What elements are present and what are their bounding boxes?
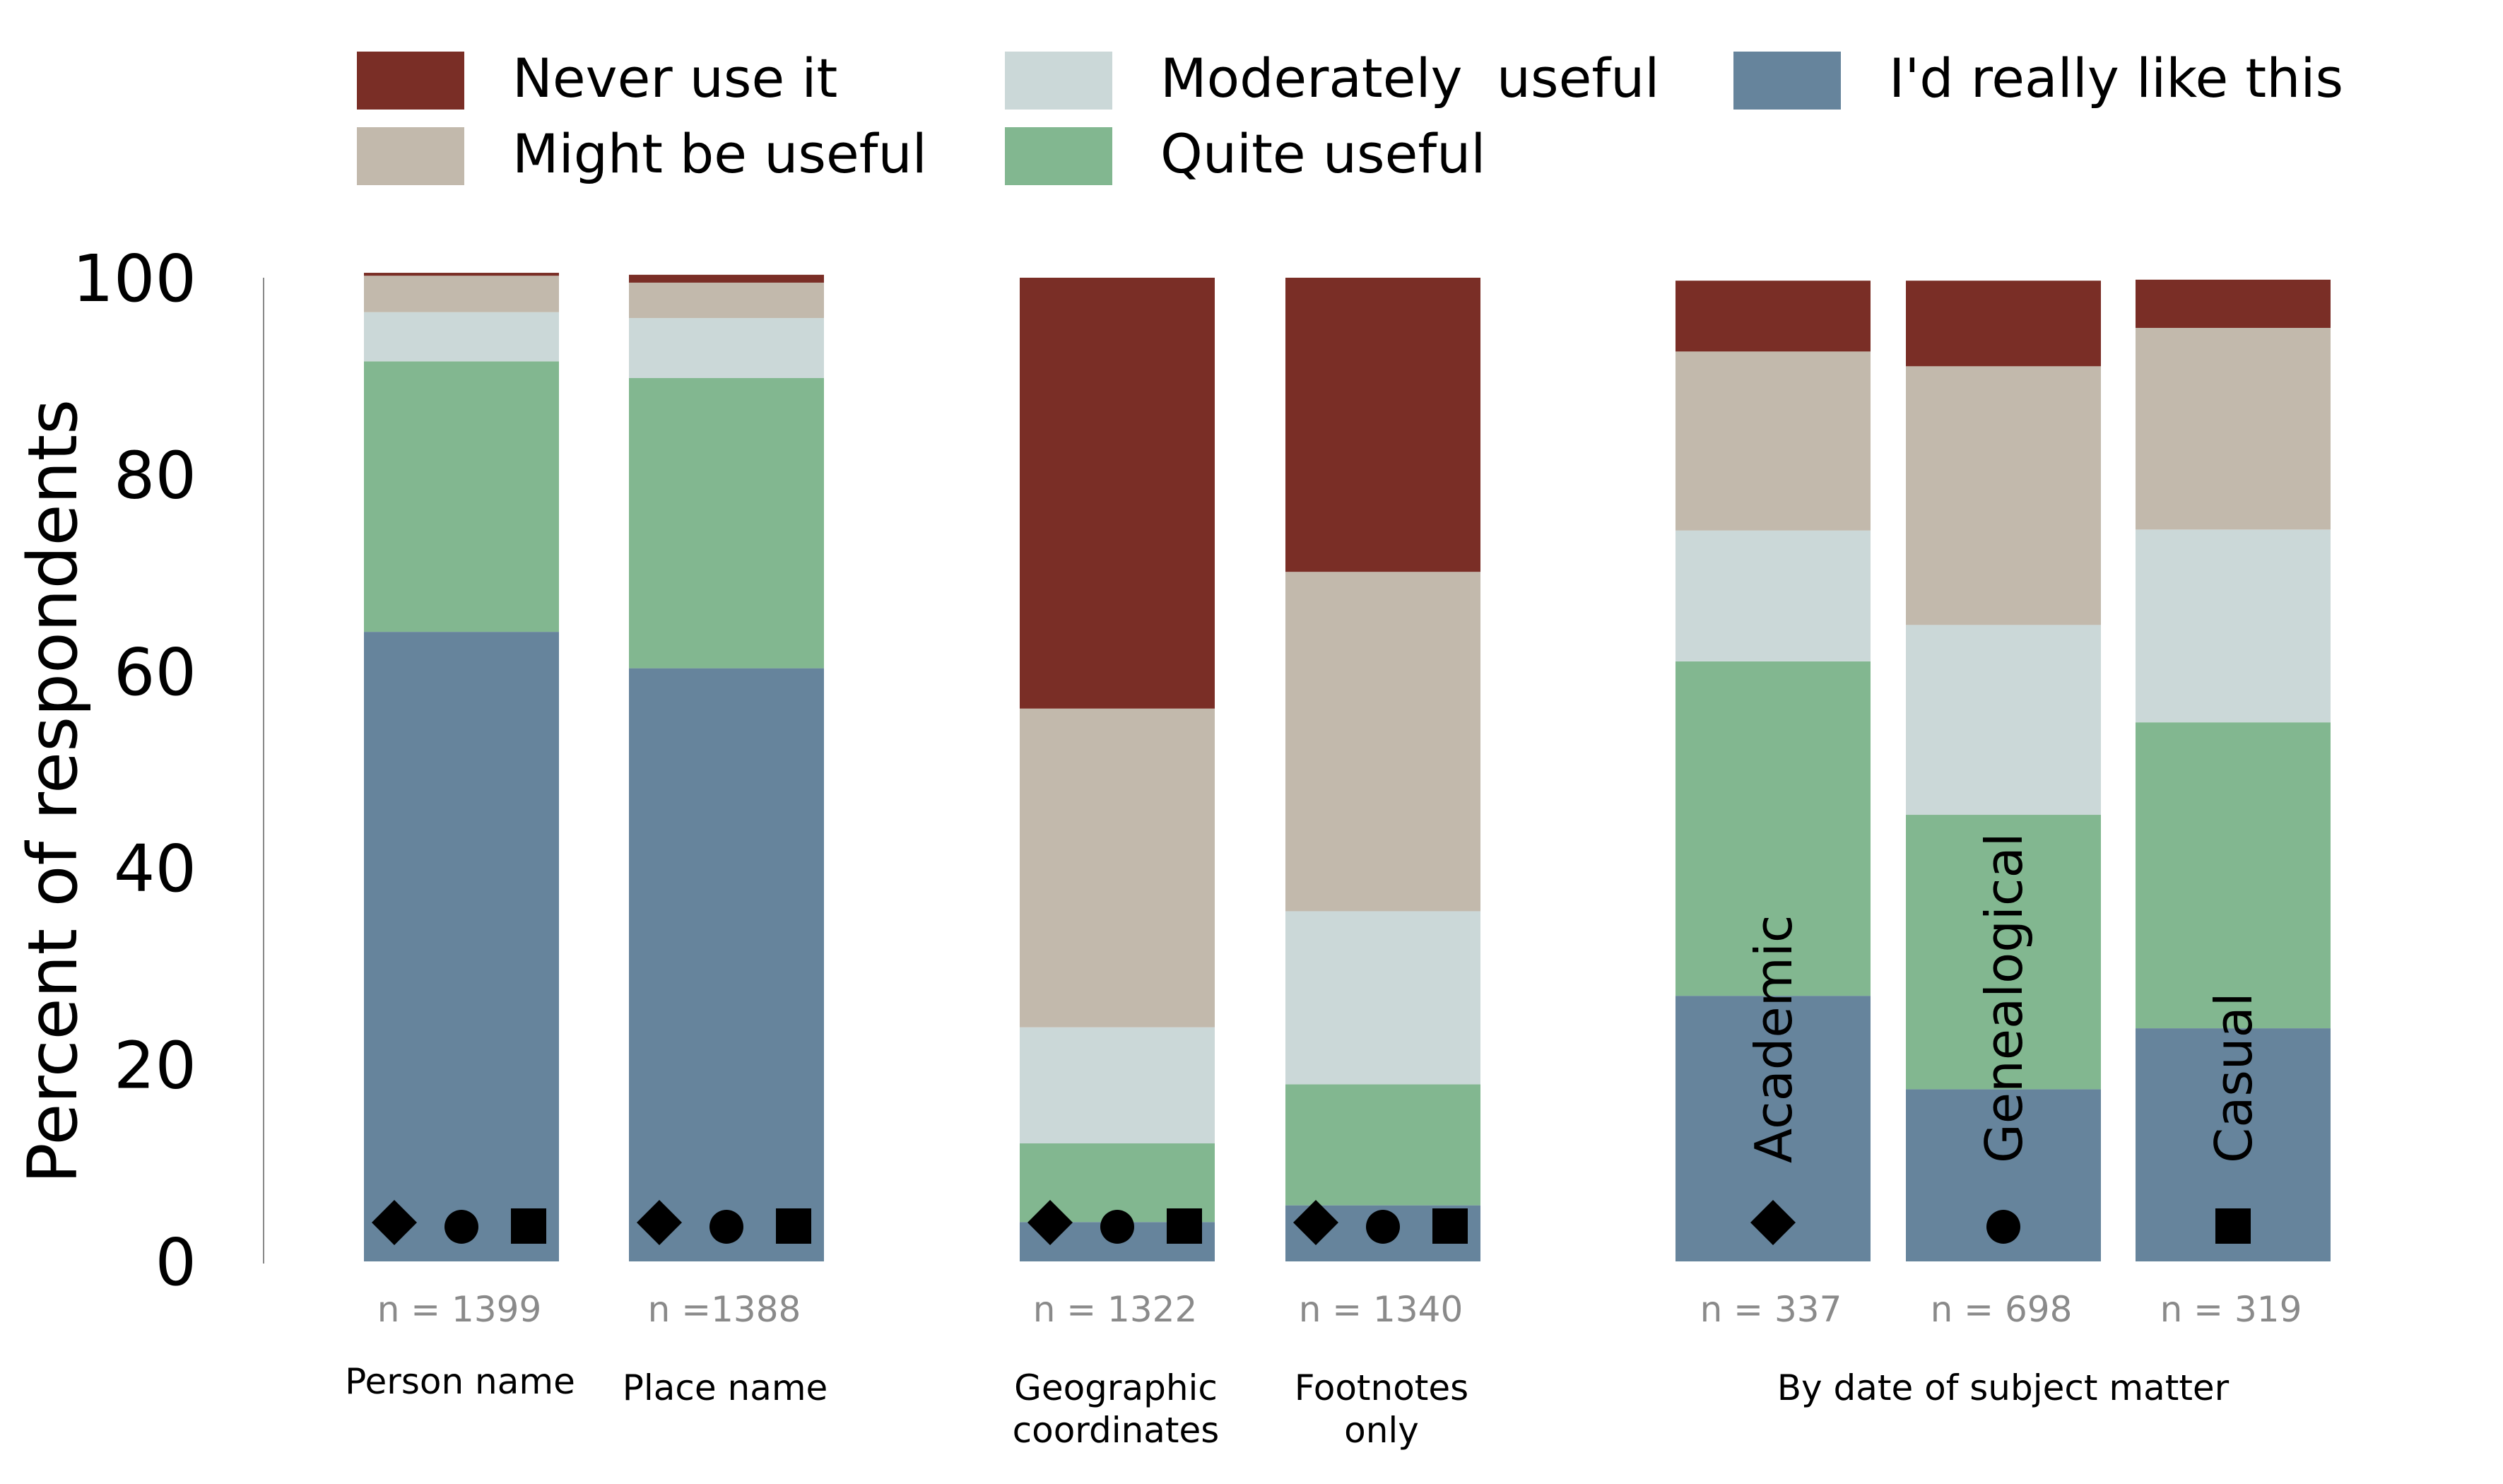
n-label: n = 1399 bbox=[377, 1289, 542, 1330]
square-marker bbox=[2215, 1208, 2251, 1244]
legend-label-quite-useful: Quite useful bbox=[1160, 122, 1485, 185]
bars: Academic Genealogical Casual bbox=[364, 273, 2331, 1261]
legend: Never use it Moderately useful I'd really … bbox=[357, 47, 2343, 185]
bar-segment-never-use bbox=[1906, 281, 2101, 367]
n-label: n = 1322 bbox=[1033, 1289, 1198, 1330]
y-tick-label: 20 bbox=[114, 1028, 196, 1104]
bar-segment-never-use bbox=[2136, 279, 2331, 328]
x-labels: n = 1399 Person name n =1388 Place name n = … bbox=[345, 1289, 2302, 1451]
bar-segment-moderately-useful bbox=[1675, 530, 1871, 661]
bar-segment-might-be-useful bbox=[1020, 708, 1215, 1027]
circle-marker bbox=[1366, 1210, 1400, 1244]
legend-label-really-like: I'd really like this bbox=[1889, 47, 2343, 110]
n-label: n = 337 bbox=[1700, 1289, 1842, 1330]
y-tick-label: 40 bbox=[114, 831, 196, 907]
bar-segment-never-use bbox=[1675, 281, 1871, 352]
bar-segment-might-be-useful bbox=[629, 282, 824, 319]
bar-segment-really-like bbox=[364, 632, 559, 1261]
bar-segment-quite-useful bbox=[1906, 815, 2101, 1090]
bar-segment-might-be-useful bbox=[1285, 572, 1480, 912]
category-label: Geographic bbox=[1014, 1367, 1218, 1408]
n-label: n = 698 bbox=[1931, 1289, 2073, 1330]
bar-inner-label: Casual bbox=[2204, 992, 2263, 1163]
legend-label-might-be-useful: Might be useful bbox=[512, 122, 927, 185]
bar-segment-moderately-useful bbox=[364, 312, 559, 362]
bar-segment-never-use bbox=[1285, 278, 1480, 572]
y-axis-title: Percent of respondents bbox=[13, 399, 93, 1184]
square-marker bbox=[1432, 1208, 1468, 1244]
bar-segment-quite-useful bbox=[1675, 661, 1871, 996]
diamond-marker bbox=[1293, 1200, 1338, 1245]
category-label: only bbox=[1344, 1410, 1419, 1451]
diamond-marker bbox=[1027, 1200, 1073, 1245]
legend-label-moderately-useful: Moderately useful bbox=[1160, 47, 1659, 110]
y-axis: 0 20 40 60 80 100 Percent of respondents bbox=[13, 241, 264, 1300]
n-label: n = 319 bbox=[2160, 1289, 2302, 1330]
y-tick-label: 60 bbox=[114, 635, 196, 710]
n-label: n =1388 bbox=[648, 1289, 801, 1330]
bar-segment-never-use bbox=[1020, 278, 1215, 709]
diamond-marker bbox=[637, 1200, 682, 1245]
category-label: Place name bbox=[623, 1367, 828, 1408]
bar-segment-quite-useful bbox=[629, 377, 824, 669]
bar-segment-moderately-useful bbox=[1020, 1027, 1215, 1143]
diamond-marker bbox=[1750, 1200, 1796, 1245]
category-label: coordinates bbox=[1013, 1410, 1220, 1451]
bar-segment-never-use bbox=[364, 273, 559, 276]
legend-swatch-quite-useful bbox=[1005, 127, 1112, 185]
legend-swatch-really-like bbox=[1733, 52, 1841, 110]
y-tick-label: 80 bbox=[114, 437, 196, 513]
n-label: n = 1340 bbox=[1299, 1289, 1463, 1330]
bar-inner-label: Genealogical bbox=[1974, 832, 2034, 1163]
square-marker bbox=[776, 1208, 811, 1244]
bar-segment-moderately-useful bbox=[629, 318, 824, 378]
square-marker bbox=[1167, 1208, 1202, 1244]
square-marker bbox=[511, 1208, 546, 1244]
bar-segment-quite-useful bbox=[364, 361, 559, 632]
bar-segment-quite-useful bbox=[1285, 1084, 1480, 1206]
bar-segment-might-be-useful bbox=[1675, 351, 1871, 531]
circle-marker bbox=[1100, 1210, 1134, 1244]
category-label: Footnotes bbox=[1295, 1367, 1468, 1408]
category-label: Person name bbox=[345, 1361, 575, 1402]
bar-segment-really-like bbox=[629, 668, 824, 1261]
circle-marker bbox=[709, 1210, 743, 1244]
legend-label-never-use: Never use it bbox=[512, 47, 837, 110]
bar-segment-never-use bbox=[629, 274, 824, 283]
legend-swatch-never-use bbox=[357, 52, 464, 110]
bar-inner-label: Academic bbox=[1744, 915, 1803, 1163]
bar-segment-moderately-useful bbox=[2136, 529, 2331, 723]
circle-marker bbox=[1986, 1210, 2020, 1244]
diamond-marker bbox=[372, 1200, 417, 1245]
bar-segment-might-be-useful bbox=[2136, 327, 2331, 530]
bar-segment-moderately-useful bbox=[1906, 625, 2101, 815]
legend-swatch-moderately-useful bbox=[1005, 52, 1112, 110]
group-label: By date of subject matter bbox=[1777, 1367, 2230, 1408]
circle-marker bbox=[444, 1210, 478, 1244]
legend-swatch-might-be-useful bbox=[357, 127, 464, 185]
y-tick-label: 100 bbox=[72, 241, 196, 317]
bar-segment-quite-useful bbox=[2136, 722, 2331, 1029]
bar-segment-might-be-useful bbox=[364, 276, 559, 312]
bar-segment-might-be-useful bbox=[1906, 366, 2101, 625]
y-tick-label: 0 bbox=[155, 1225, 196, 1300]
bar-segment-moderately-useful bbox=[1285, 911, 1480, 1085]
